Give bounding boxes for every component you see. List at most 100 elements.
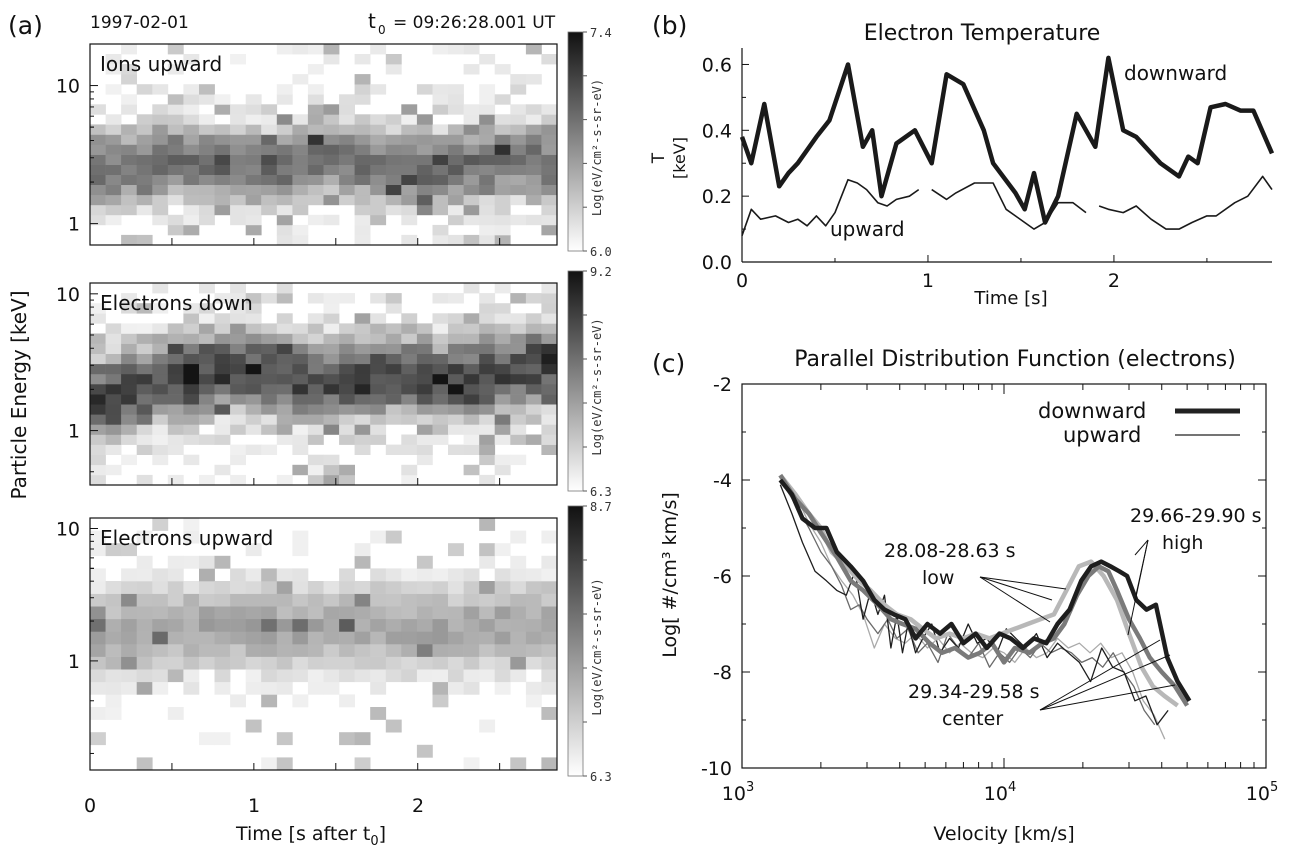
spectrogram-cell: [307, 464, 324, 476]
spectrogram-cell: [214, 333, 231, 344]
spectrogram-cell: [416, 669, 433, 683]
spectrogram-cell: [525, 414, 542, 425]
spectrogram-cell: [541, 204, 558, 216]
spectrogram-cell: [136, 568, 153, 582]
spectrogram-cell: [510, 74, 527, 85]
spectrogram-cell: [121, 404, 137, 415]
spectrogram-cell: [339, 414, 355, 425]
spectrogram-cell: [494, 353, 511, 365]
spectrogram-cell: [276, 84, 293, 95]
spectrogram-cell: [214, 404, 231, 415]
spectrogram-cell: [416, 656, 433, 670]
spectrogram-cell: [385, 204, 402, 216]
spectrogram-cell: [339, 293, 355, 304]
spectrogram-cell: [525, 313, 542, 324]
spectrogram-cell: [432, 404, 449, 415]
spectrogram-cell: [354, 384, 371, 395]
spectrogram-cell: [183, 530, 200, 544]
spectrogram-cell: [354, 373, 371, 385]
spectrogram-cell: [354, 174, 371, 185]
panel-a-xtick-1: 1: [248, 795, 260, 817]
spectrogram-cell: [105, 694, 122, 708]
spectrogram-cell: [510, 313, 527, 324]
spectrogram-cell: [105, 373, 122, 385]
spectrogram-cell: [323, 681, 340, 695]
spectrogram-cell: [152, 353, 169, 365]
spectrogram-cell: [230, 644, 246, 657]
spectrogram-cell: [152, 303, 169, 314]
spectrogram-cell: [167, 124, 184, 135]
spectrogram-cell: [245, 114, 262, 125]
spectrogram-cell: [354, 444, 371, 455]
spectrogram-cell: [416, 124, 433, 135]
spectrogram-cell: [525, 373, 542, 385]
spectrogram-cell: [245, 224, 262, 236]
spectrogram-cell: [370, 568, 387, 582]
spectrogram-cell: [494, 581, 511, 594]
spectrogram-cell: [541, 414, 558, 425]
spectrogram-cell: [370, 353, 387, 365]
spectrogram-cell: [401, 333, 418, 344]
spectrogram-cell: [245, 333, 262, 344]
colorbar: [567, 270, 584, 492]
spectrogram-cell: [463, 631, 480, 645]
spectrogram-cell: [432, 669, 449, 683]
spectrogram-cell: [121, 74, 137, 85]
spectrogram-cell: [230, 303, 246, 314]
spectrogram-cell: [245, 644, 262, 657]
spectrogram-cell: [323, 184, 340, 196]
spectrogram-cell: [510, 404, 527, 415]
spectrogram-cell: [105, 606, 122, 620]
spectrogram-cell: [525, 333, 542, 344]
spectrogram-cell: [183, 618, 200, 632]
y-tick-label: -6: [713, 566, 732, 588]
panel-a-xlabel-end: ]: [379, 823, 386, 845]
spectrogram-cell: [183, 54, 200, 65]
spectrogram-cell: [230, 214, 246, 226]
spectrogram-cell: [541, 293, 558, 304]
panel-c-legend: downward upward: [1038, 399, 1240, 447]
spectrogram-cell: [339, 194, 355, 206]
spectrogram-cell: [494, 333, 511, 344]
spectrogram-cell: [292, 44, 309, 55]
spectrogram-cell: [401, 373, 418, 385]
spectrogram-cell: [167, 343, 184, 354]
spectrogram-cell: [307, 343, 324, 354]
spectrogram-cell: [136, 323, 153, 334]
spectrogram-cell: [230, 454, 246, 466]
spectrogram-cell: [432, 164, 449, 175]
spectrogram-cell: [183, 144, 200, 155]
spectrogram-cell: [541, 404, 558, 415]
spectrogram-cell: [432, 681, 449, 695]
spectrogram-cell: [479, 454, 496, 466]
y-tick-label: 0.4: [702, 120, 732, 142]
spectrogram-cell: [385, 154, 402, 165]
spectrogram-cell: [245, 414, 262, 425]
spectrogram-cell: [463, 313, 480, 324]
spectrogram-cell: [448, 581, 464, 594]
spectrogram-cell: [105, 404, 122, 415]
spectrogram-cell: [448, 194, 464, 206]
spectrogram-cell: [214, 353, 231, 365]
spectrogram-cell: [152, 444, 169, 455]
y-tick-label: -2: [713, 374, 732, 396]
spectrogram-cell: [479, 224, 496, 236]
spectrogram-cell: [230, 444, 246, 455]
spectrogram-cell: [370, 144, 387, 155]
spectrogram-cell: [183, 581, 200, 594]
spectrogram-cell: [401, 214, 418, 226]
spectrogram-cell: [152, 644, 169, 657]
spectrogram-cell: [448, 394, 464, 405]
spectrogram-cell: [494, 154, 511, 165]
spectrogram-cell: [463, 404, 480, 415]
spectrogram-cell: [479, 606, 496, 620]
spectrogram-cell: [354, 353, 371, 365]
spectrogram-cell: [167, 631, 184, 645]
spectrogram-cell: [370, 631, 387, 645]
spectrogram-cell: [152, 618, 169, 632]
spectrogram-cell: [105, 543, 122, 557]
spectrogram-cell: [541, 757, 558, 771]
spectrogram-cell: [276, 681, 293, 695]
spectrogram-cell: [105, 669, 122, 683]
spectrogram-cell: [307, 104, 324, 115]
